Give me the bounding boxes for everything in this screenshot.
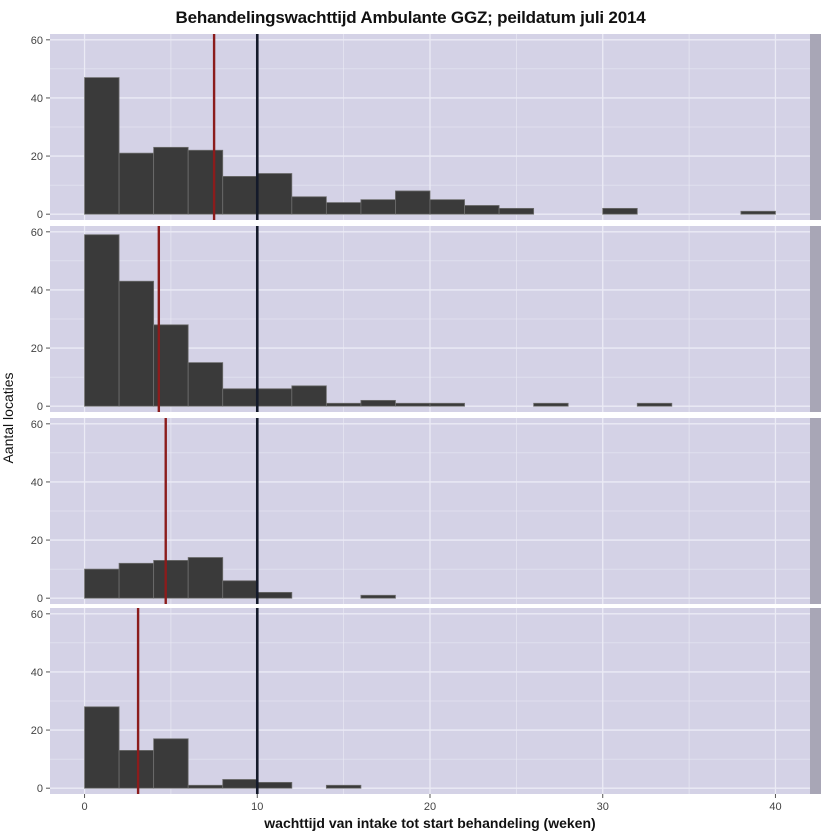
histogram-bar (637, 403, 672, 406)
histogram-bar (119, 563, 154, 598)
histogram-bar (154, 739, 189, 788)
x-tick-label: 30 (597, 801, 609, 813)
histogram-bar (188, 150, 223, 214)
histogram-bar (223, 779, 258, 788)
histogram-bar (499, 208, 534, 214)
x-tick-label: 0 (81, 801, 87, 813)
histogram-bar (257, 389, 292, 406)
histogram-bar (257, 782, 292, 788)
histogram-bar (257, 174, 292, 215)
x-tick-label: 20 (424, 801, 436, 813)
histogram-bar (154, 147, 189, 214)
histogram-bar (361, 595, 396, 598)
y-tick-label: 0 (37, 401, 43, 413)
y-tick-label: 40 (31, 285, 43, 297)
y-tick-label: 40 (31, 93, 43, 105)
facet-strip (810, 608, 821, 794)
histogram-bar (361, 200, 396, 215)
histogram-bar (85, 78, 120, 215)
histogram-bar (603, 208, 638, 214)
y-axis-label: Aantal locaties (0, 372, 16, 463)
histogram-bar (85, 235, 120, 406)
x-axis-label: wachttijd van intake tot start behandeli… (50, 815, 810, 831)
histogram-bar (395, 403, 430, 406)
histogram-bar (257, 592, 292, 598)
y-tick-label: 20 (31, 151, 43, 163)
histogram-bar (741, 211, 776, 214)
facet-strip (810, 226, 821, 412)
histogram-bar (85, 569, 120, 598)
x-tick-label: 40 (769, 801, 781, 813)
y-tick-label: 60 (31, 419, 43, 431)
facet-strip (810, 34, 821, 220)
histogram-bar (465, 205, 500, 214)
histogram-bar (119, 750, 154, 788)
y-tick-label: 60 (31, 227, 43, 239)
y-tick-label: 20 (31, 725, 43, 737)
y-tick-label: 60 (31, 609, 43, 621)
histogram-bar (119, 153, 154, 214)
x-tick-label: 10 (251, 801, 263, 813)
histogram-bar (223, 389, 258, 406)
histogram-bar (154, 560, 189, 598)
histogram-bar (326, 403, 361, 406)
histogram-bar (188, 558, 223, 599)
histogram-bar (223, 581, 258, 598)
y-tick-label: 0 (37, 593, 43, 605)
histogram-bar (188, 785, 223, 788)
y-tick-label: 40 (31, 667, 43, 679)
histogram-bar (361, 400, 396, 406)
histogram-bar (534, 403, 569, 406)
histogram-bar (292, 197, 327, 214)
histogram-bar (430, 403, 465, 406)
histogram-bar (326, 785, 361, 788)
y-tick-label: 40 (31, 477, 43, 489)
histogram-bar (395, 191, 430, 214)
histogram-bar (188, 363, 223, 407)
histogram-bar (430, 200, 465, 215)
y-tick-label: 0 (37, 783, 43, 795)
histogram-bar (326, 203, 361, 215)
histogram-bar (223, 176, 258, 214)
histogram-bar (85, 707, 120, 788)
y-tick-label: 60 (31, 35, 43, 47)
histogram-bar (119, 281, 154, 406)
y-tick-label: 20 (31, 535, 43, 547)
histogram-bar (292, 386, 327, 406)
facet-strip (810, 418, 821, 604)
y-tick-label: 0 (37, 209, 43, 221)
y-tick-label: 20 (31, 343, 43, 355)
